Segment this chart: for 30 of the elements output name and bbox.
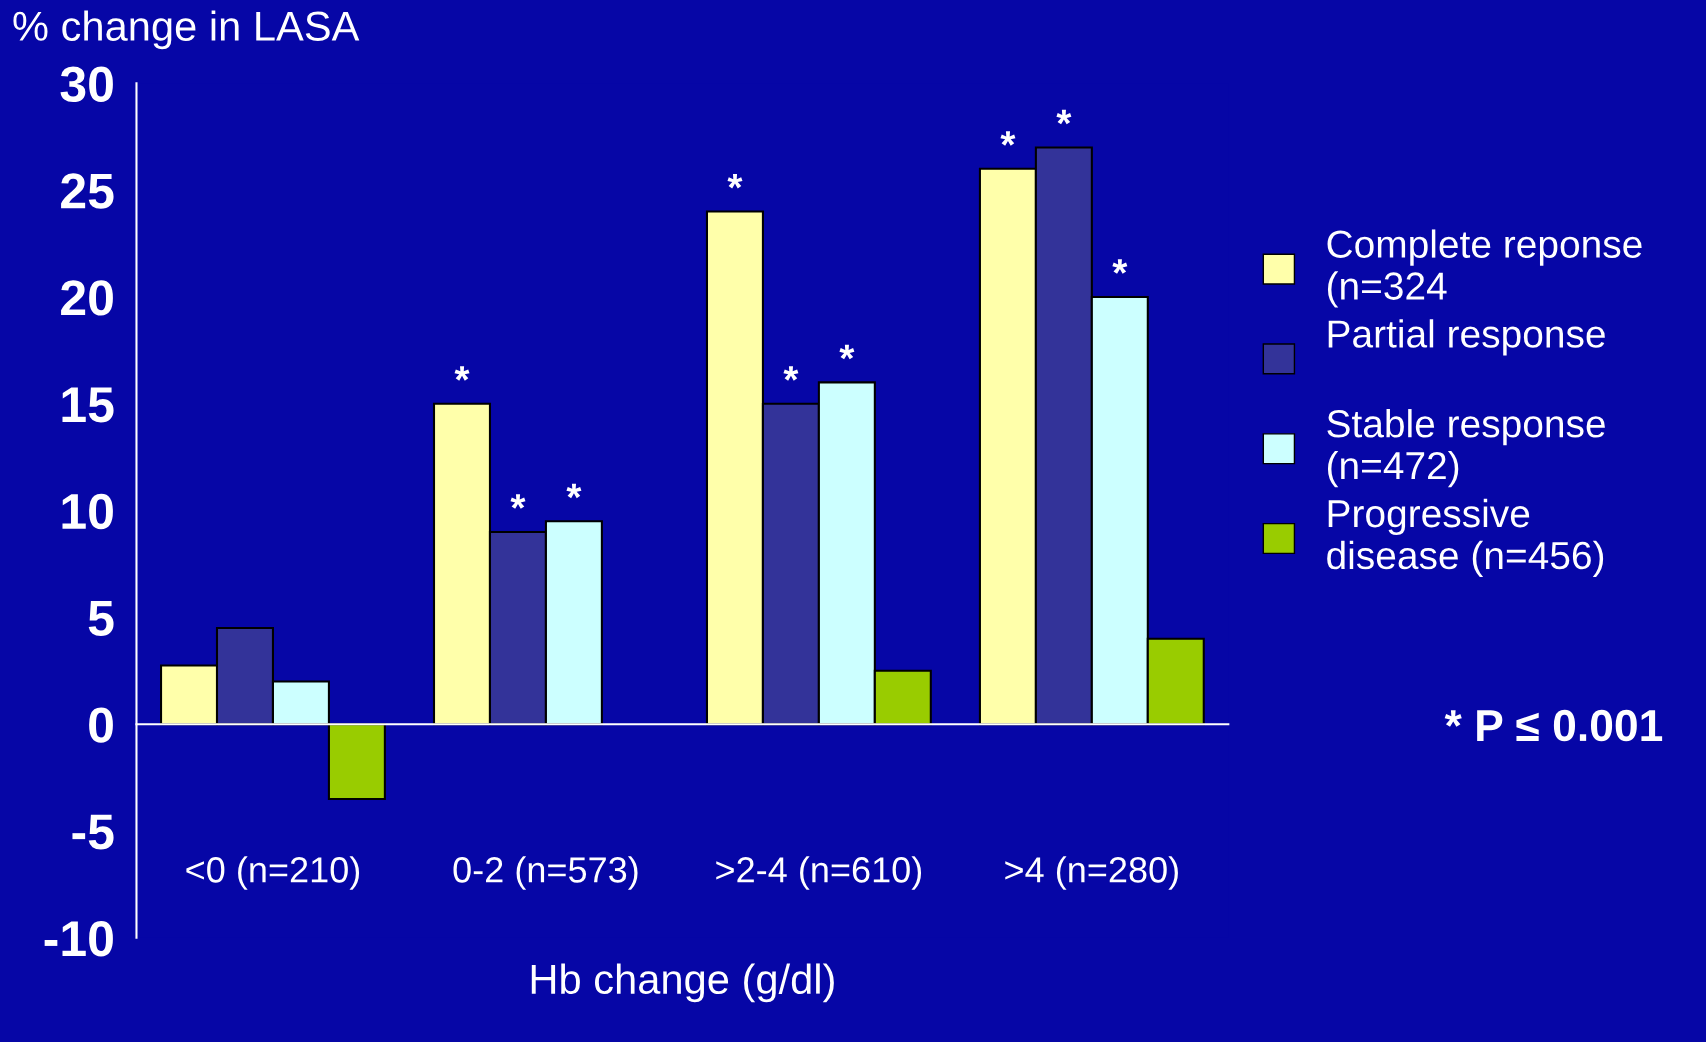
y-tick-label: 5	[88, 601, 114, 636]
data-label: *	[566, 483, 582, 499]
y-tick-label: 30	[60, 66, 113, 103]
data-label: *	[1112, 259, 1128, 274]
y-tick-label: 15	[62, 387, 114, 423]
y-tick-label: 20	[61, 280, 113, 316]
data-label: *	[1056, 109, 1072, 125]
data-label: *	[783, 366, 799, 381]
y-tick-label: -5	[72, 814, 114, 850]
data-label: *	[1000, 131, 1016, 146]
legend-label: Stable response (n=472)	[1327, 409, 1605, 488]
x-tick-label: >4 (n=280)	[1005, 856, 1178, 890]
x-tick-label: 0-2 (n=573)	[453, 856, 638, 890]
y-tick-label: 10	[62, 493, 113, 530]
y-axis-title: % change in LASA	[13, 10, 360, 50]
data-label: *	[510, 494, 526, 509]
data-label: *	[727, 173, 743, 189]
data-label: *	[454, 366, 470, 381]
x-axis-title: Hb change (g/dl)	[531, 963, 834, 1003]
x-tick-label: >2-4 (n=610)	[716, 856, 922, 890]
legend-label: Complete reponse (n=324	[1327, 229, 1642, 308]
bar	[327, 723, 386, 800]
x-tick-label: <0 (n=210)	[186, 856, 360, 890]
y-tick-label: 0	[89, 707, 113, 743]
legend-label: Progressive disease (n=456)	[1327, 498, 1604, 577]
text: * P ≤ 0.001	[1444, 709, 1663, 742]
y-tick-label: 25	[61, 173, 114, 209]
y-tick-label: -10	[44, 921, 113, 957]
data-label: *	[839, 344, 855, 360]
legend-label: Partial response	[1328, 319, 1605, 356]
